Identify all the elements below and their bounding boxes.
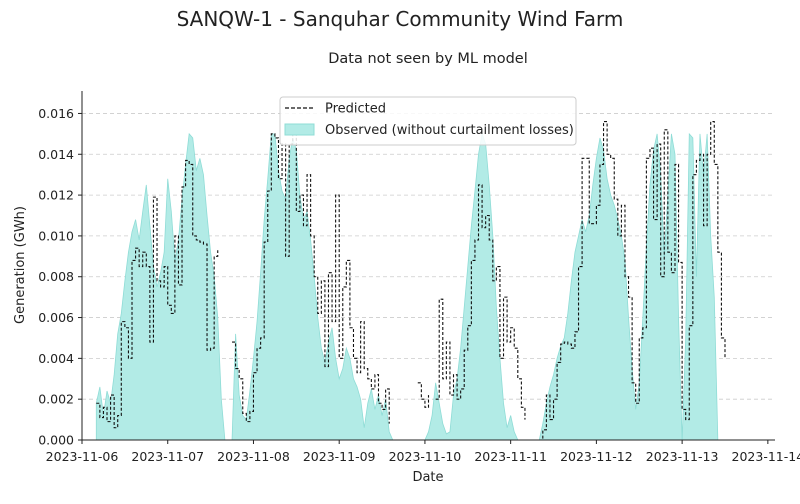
x-tick-label: 2023-11-13 [646, 449, 719, 464]
observed-area-series [231, 133, 394, 441]
predicted-line-series [539, 121, 726, 441]
y-tick-label: 0.004 [38, 351, 74, 366]
x-tick-label: 2023-11-09 [303, 449, 376, 464]
y-tick-label: 0.008 [38, 269, 74, 284]
x-axis-label: Date [412, 470, 443, 485]
predicted-line-series [417, 382, 430, 408]
y-tick-label: 0.006 [38, 310, 74, 325]
y-tick-label: 0.016 [38, 106, 74, 121]
x-tick-label: 2023-11-08 [217, 449, 290, 464]
predicted-line-series [232, 133, 390, 424]
legend: Predicted Observed (without curtailment … [279, 96, 577, 146]
legend-observed-swatch [284, 123, 315, 136]
predicted-line-series [96, 159, 219, 429]
chart-title: SANQW-1 - Sanquhar Community Wind Farm [177, 7, 624, 31]
observed-area-layer [95, 132, 719, 441]
x-tick-label: 2023-11-06 [46, 449, 119, 464]
y-tick-label: 0.002 [38, 392, 74, 407]
chart-subtitle: Data not seen by ML model [328, 51, 528, 67]
legend-predicted-label: Predicted [325, 102, 386, 117]
x-tick-label: 2023-11-12 [560, 449, 633, 464]
x-tick-label: 2023-11-07 [131, 449, 204, 464]
x-axis-ticks: 2023-11-06 2023-11-07 2023-11-08 2023-11-09… [46, 440, 800, 464]
y-axis-ticks: 0.000 0.002 0.004 0.006 0.008 0.010 0.012 0.014… [38, 106, 82, 448]
y-tick-label: 0.014 [38, 147, 74, 162]
y-tick-label: 0.012 [38, 188, 74, 203]
y-tick-label: 0.010 [38, 228, 74, 243]
legend-box [279, 96, 577, 146]
x-tick-label: 2023-11-14 [732, 449, 800, 464]
observed-area-series [538, 132, 719, 441]
legend-observed-label: Observed (without curtailment losses) [325, 123, 574, 138]
y-axis-label: Generation (GWh) [13, 206, 28, 324]
predicted-line-series [435, 184, 526, 420]
predicted-line-layer [96, 121, 726, 441]
x-tick-label: 2023-11-10 [389, 449, 462, 464]
y-tick-label: 0.000 [38, 433, 74, 448]
x-tick-label: 2023-11-11 [474, 449, 547, 464]
